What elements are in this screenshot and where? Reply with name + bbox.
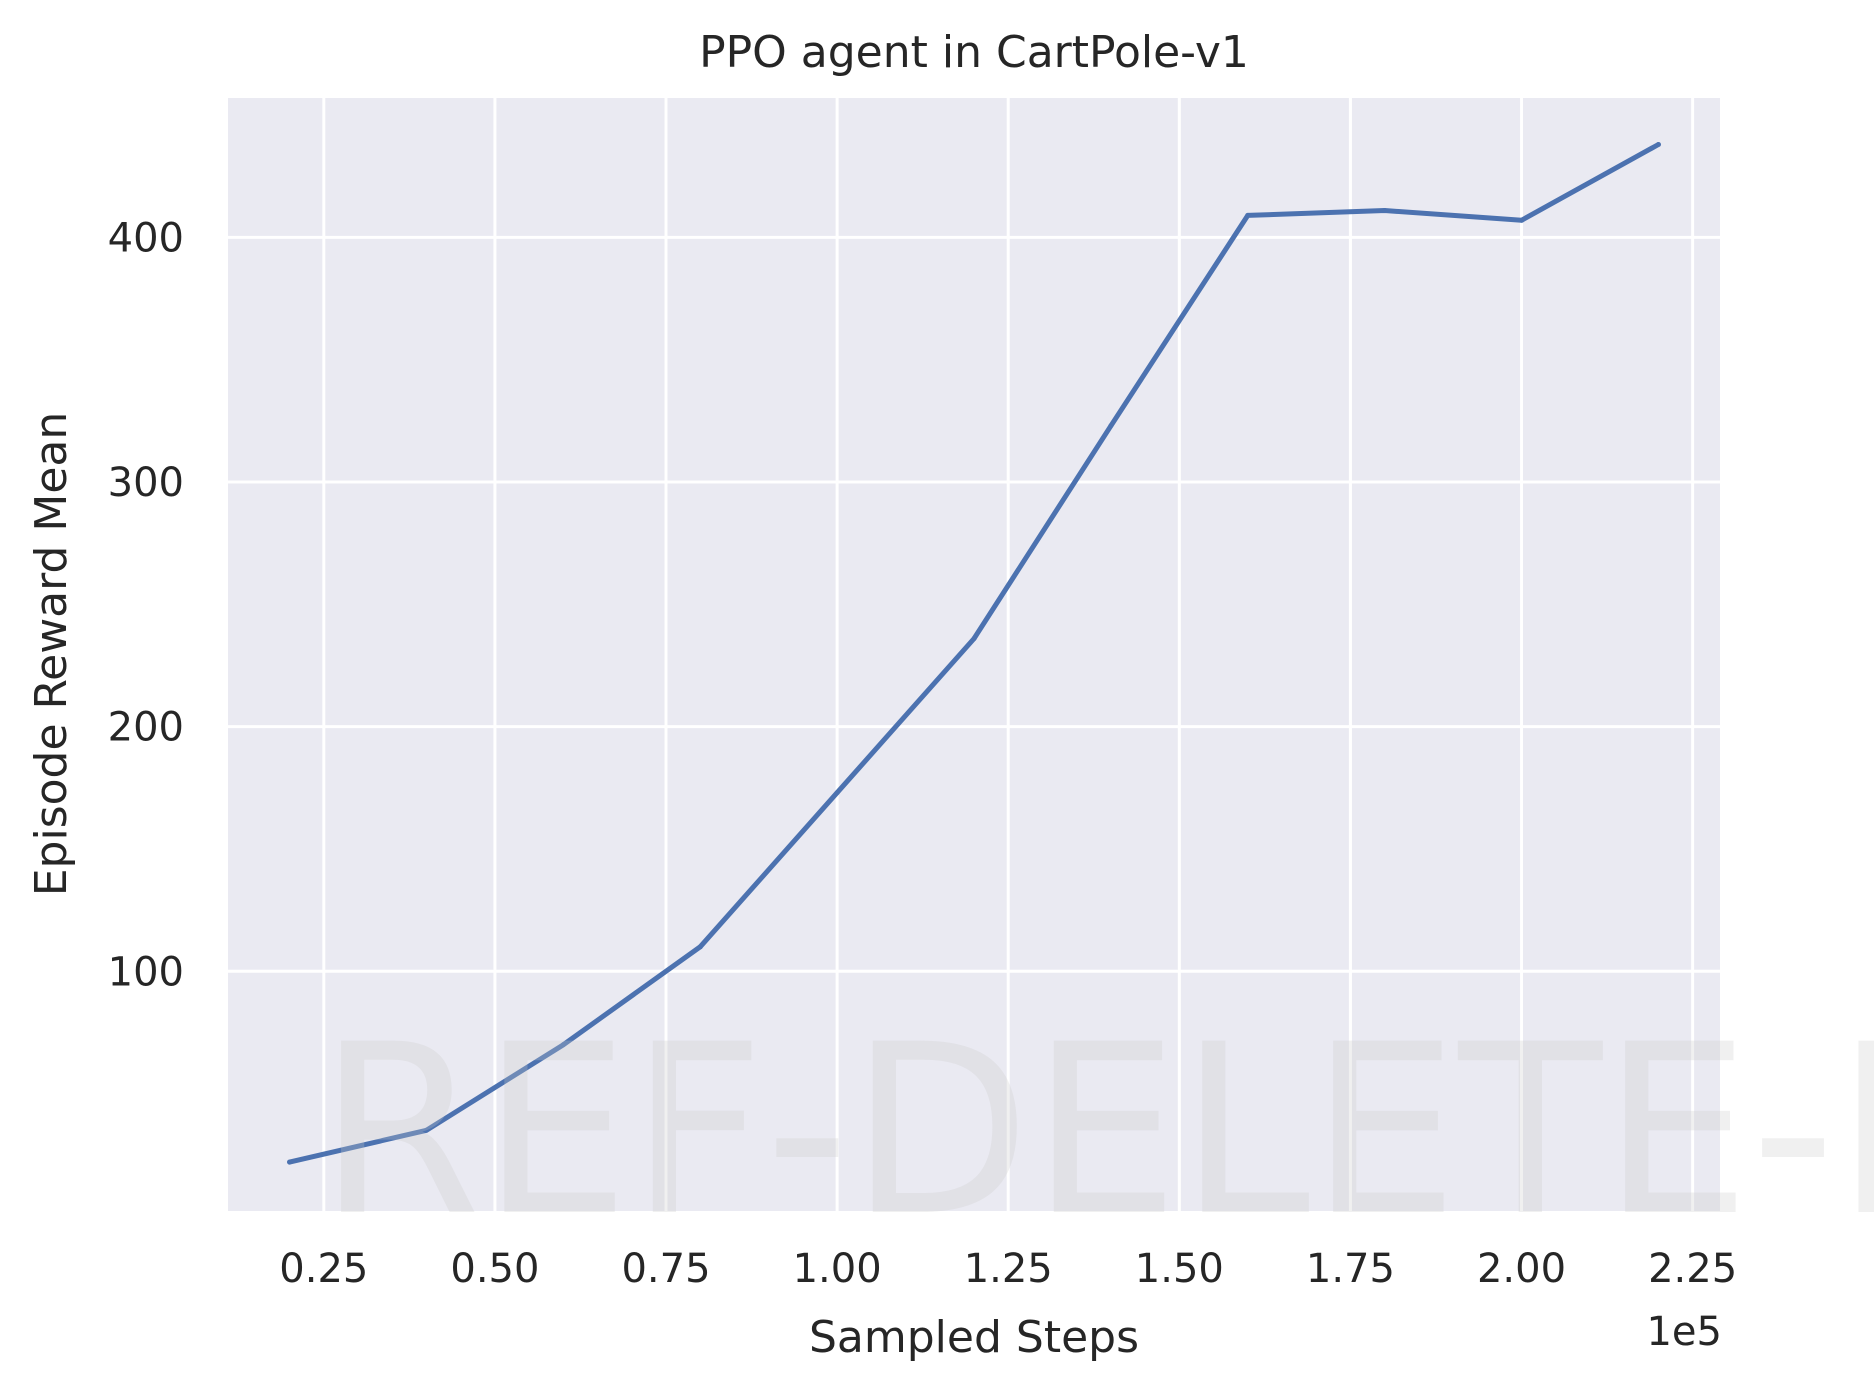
data-point: [834, 790, 840, 796]
x-tick-label: 1.00: [793, 1246, 882, 1292]
x-tick-label: 2.00: [1477, 1246, 1566, 1292]
y-tick-label: 300: [108, 460, 184, 506]
y-tick-label: 100: [108, 949, 184, 995]
x-tick-label: 1.25: [964, 1246, 1053, 1292]
data-point: [560, 1042, 566, 1048]
data-point: [423, 1127, 429, 1133]
data-point: [1108, 423, 1114, 429]
data-point: [1382, 208, 1388, 214]
data-point: [1245, 212, 1251, 218]
x-tick-label: 1.50: [1135, 1246, 1224, 1292]
y-tick-labels: 100 200 300 400: [108, 215, 184, 995]
y-tick-label: 400: [108, 215, 184, 261]
grid: [228, 98, 1720, 1211]
data-point: [1519, 217, 1525, 223]
data-point: [971, 636, 977, 642]
watermark-text: REF-DELETE-IT: [318, 995, 1874, 1268]
x-axis-offset-label: 1e5: [1646, 1309, 1722, 1355]
plot-background: [228, 98, 1720, 1211]
y-tick-label: 200: [108, 705, 184, 751]
series-layer: [287, 141, 1661, 1165]
x-tick-label: 1.75: [1306, 1246, 1395, 1292]
data-point: [697, 944, 703, 950]
data-point: [1655, 141, 1661, 147]
x-tick-label: 0.50: [450, 1246, 539, 1292]
y-axis-title: Episode Reward Mean: [26, 412, 77, 897]
x-tick-label: 0.25: [279, 1246, 368, 1292]
x-tick-label: 2.25: [1648, 1246, 1737, 1292]
data-point: [287, 1159, 293, 1165]
x-axis-title: Sampled Steps: [809, 1312, 1139, 1363]
x-tick-label: 0.75: [621, 1246, 710, 1292]
chart-title: PPO agent in CartPole-v1: [699, 27, 1249, 78]
x-tick-labels: 0.25 0.50 0.75 1.00 1.25 1.50 1.75 2.00 2.25: [279, 1246, 1737, 1292]
